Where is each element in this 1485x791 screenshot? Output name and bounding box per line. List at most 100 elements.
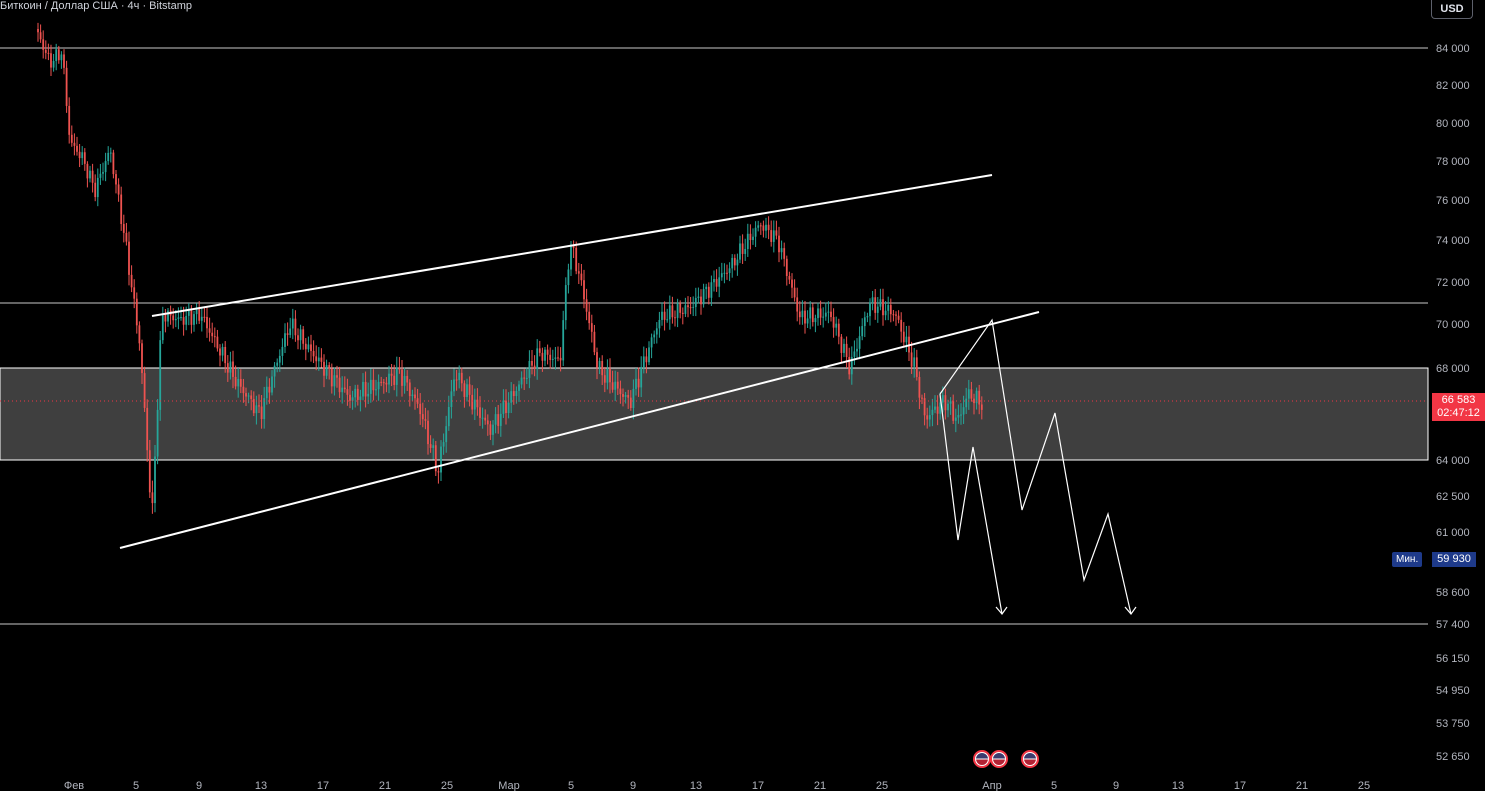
candle-body [580,273,583,281]
candle-body [341,387,344,393]
candle-body [221,346,224,356]
candle-body [57,49,60,61]
candle-body [507,402,510,413]
candle-body [239,378,242,387]
candle-body [299,329,302,341]
candle-body [523,377,526,379]
candle-body [286,333,289,335]
candle-body [208,328,211,333]
candle-body [304,343,307,350]
candle-body [947,403,949,411]
candle-body [330,368,333,387]
candle-body [684,305,687,314]
candle-body [668,305,671,320]
us-flag-icon[interactable] [1021,750,1039,768]
candle-body [525,377,528,379]
candle-body [861,326,864,337]
candle-body [232,361,234,377]
time-axis-tick: 5 [568,780,574,791]
candle-body [866,316,869,318]
candle-body [333,375,336,387]
candle-body [850,356,853,375]
candle-body [557,357,559,359]
candle-body [463,383,466,397]
price-axis-tick: 82 000 [1436,80,1470,92]
candle-body [198,307,201,321]
candle-body [455,379,458,381]
candle-body [793,287,796,298]
candle-body [195,307,198,315]
candle-body [679,303,682,313]
candle-body [141,343,143,374]
currency-button[interactable]: USD [1431,0,1473,19]
candle-body [128,241,130,275]
candle-body [642,356,645,368]
candle-body [284,333,286,347]
candle-body [845,343,848,357]
candle-body [281,346,284,356]
candle-body [627,394,630,398]
candle-body [567,269,570,286]
candle-body [645,356,648,363]
lower-trendline [119,311,1040,549]
candle-body [856,348,858,352]
candle-body [234,376,237,387]
candle-body [177,317,180,319]
candle-body [536,348,539,369]
candle-body [252,399,255,414]
candle-body [915,357,918,377]
candle-body [317,357,320,362]
candle-body [369,379,372,394]
candle-body [796,297,799,312]
candle-body [970,389,973,399]
time-axis-tick: 13 [690,780,702,791]
candle-body [941,395,944,403]
candle-body [245,393,247,397]
time-axis-tick: 17 [1234,780,1246,791]
candle-body [271,376,273,393]
candle-body [528,360,531,378]
us-flag-icon[interactable] [973,750,991,768]
candle-body [902,331,905,343]
candle-body [928,415,931,420]
candle-body [125,232,128,242]
candle-body [632,388,635,408]
candle-body [226,363,229,373]
candle-body [889,305,892,315]
time-axis-tick: 9 [196,780,202,791]
candle-body [406,375,409,383]
candle-body [182,317,185,325]
candle-body [635,378,637,389]
candle-body [278,355,281,363]
candle-body [564,285,567,321]
time-axis-tick: 21 [1296,780,1308,791]
candle-body [811,307,814,323]
candle-body [778,235,780,253]
candle-body [791,279,793,288]
candle-body [637,378,640,388]
candle-body [863,317,866,327]
candle-body [174,318,177,321]
candle-body [68,105,71,135]
candle-body [447,407,450,427]
symbol-title[interactable]: Биткоин / Доллар США · 4ч · Bitstamp [0,0,192,12]
candle-body [89,170,91,179]
candle-body [421,414,424,420]
candle-body [707,286,710,298]
candle-body [785,258,788,276]
candle-body [780,248,783,253]
candle-body [424,419,427,421]
candle-body [736,259,739,266]
candle-body [172,315,175,321]
candle-body [739,243,741,260]
candle-body [346,389,349,395]
us-flag-icon[interactable] [990,750,1008,768]
candle-body [663,311,666,320]
candle-body [936,406,939,414]
candle-body [434,445,437,472]
candle-body [702,289,705,305]
candle-body [585,299,588,312]
candle-body [765,224,767,231]
candle-body [102,172,104,174]
